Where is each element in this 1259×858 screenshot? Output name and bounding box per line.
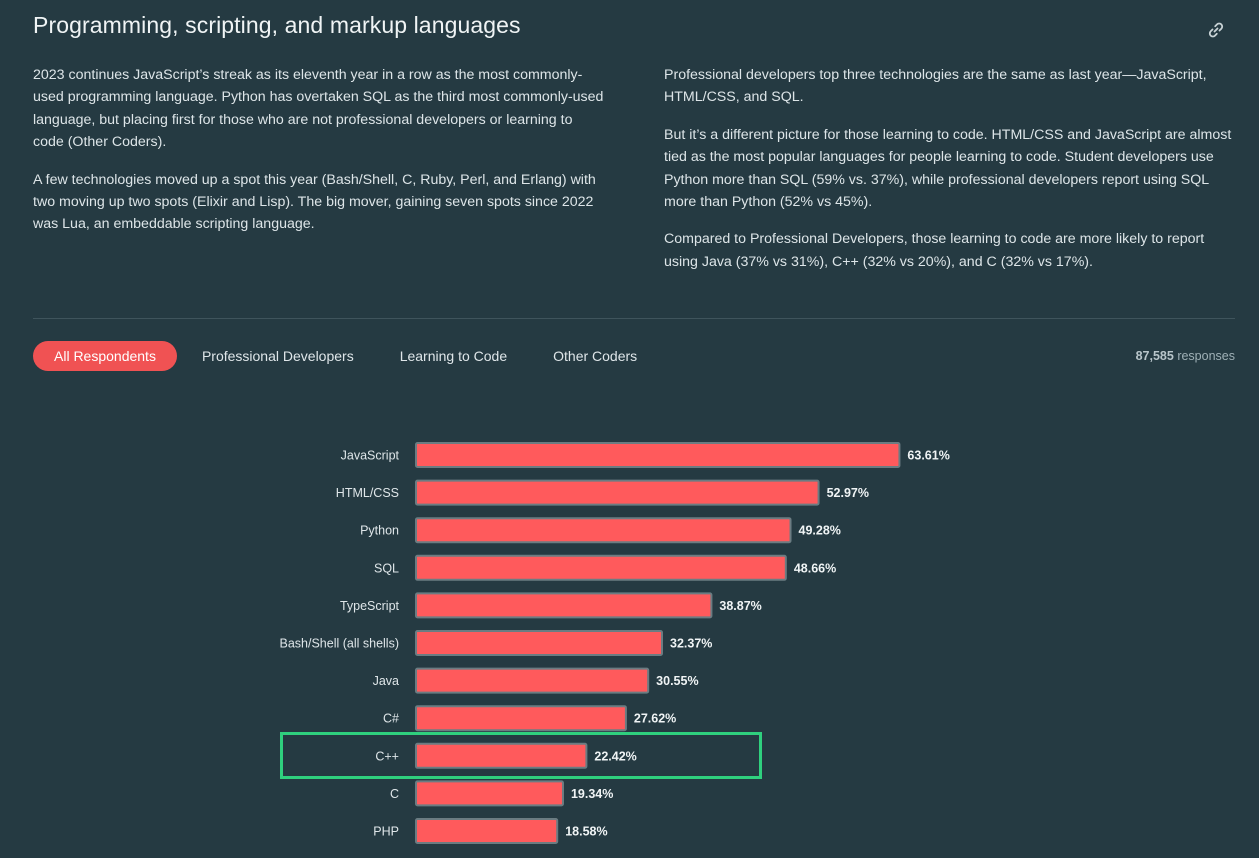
category-label: C	[390, 787, 399, 801]
category-label: Python	[360, 524, 399, 538]
bar[interactable]	[415, 442, 901, 468]
value-label: 19.34%	[571, 787, 613, 801]
bar[interactable]	[415, 592, 713, 619]
tab-other-coders[interactable]: Other Coders	[553, 348, 638, 364]
bar[interactable]	[415, 630, 664, 656]
bar[interactable]	[415, 705, 627, 732]
value-label: 30.55%	[656, 674, 698, 688]
bar[interactable]	[415, 780, 564, 807]
intro-left-column: 2023 continues JavaScript’s streak as it…	[33, 64, 605, 251]
value-label: 22.42%	[594, 749, 636, 763]
category-label: HTML/CSS	[336, 486, 399, 500]
value-label: 63.61%	[907, 449, 949, 463]
respondent-tabs: All Respondents Professional Developers …	[33, 341, 662, 371]
intro-right-column: Professional developers top three techno…	[664, 64, 1238, 288]
link-icon[interactable]	[1206, 20, 1226, 40]
bar[interactable]	[415, 818, 559, 844]
tab-all-respondents[interactable]: All Respondents	[33, 341, 177, 371]
value-label: 52.97%	[827, 486, 869, 500]
value-label: 18.58%	[565, 825, 607, 839]
category-label: PHP	[373, 825, 399, 839]
value-label: 32.37%	[670, 637, 712, 651]
category-label: Java	[373, 674, 399, 688]
bar[interactable]	[415, 667, 650, 694]
value-label: 27.62%	[634, 712, 676, 726]
category-label: Bash/Shell (all shells)	[280, 637, 400, 651]
responses-label: responses	[1177, 349, 1235, 363]
responses-count: 87,585 responses	[1136, 349, 1235, 363]
language-bar-chart: JavaScript 63.61% HTML/CSS 52.97% Python 49.2…	[280, 442, 950, 844]
section-title: Programming, scripting, and markup langu…	[33, 12, 521, 38]
category-label: C++	[375, 749, 399, 763]
tab-professional-developers[interactable]: Professional Developers	[201, 348, 354, 364]
intro-paragraph: Professional developers top three techno…	[664, 67, 1207, 106]
category-label: SQL	[374, 561, 399, 575]
category-label: JavaScript	[341, 449, 400, 463]
intro-paragraph: Compared to Professional Developers, tho…	[664, 231, 1205, 270]
responses-number: 87,585	[1135, 349, 1174, 363]
bar[interactable]	[415, 554, 787, 581]
intro-paragraph: But it’s a different picture for those l…	[664, 126, 1232, 211]
bar[interactable]	[415, 742, 588, 769]
bar[interactable]	[415, 479, 820, 506]
intro-paragraph: A few technologies moved up a spot this …	[33, 171, 596, 233]
section-divider	[33, 318, 1235, 319]
value-label: 49.28%	[799, 524, 841, 538]
value-label: 38.87%	[719, 599, 761, 613]
value-label: 48.66%	[794, 561, 836, 575]
category-label: C#	[383, 712, 399, 726]
bar[interactable]	[415, 517, 792, 544]
intro-paragraph: 2023 continues JavaScript’s streak as it…	[33, 67, 604, 151]
tab-learning-to-code[interactable]: Learning to Code	[399, 348, 508, 364]
category-label: TypeScript	[340, 599, 400, 613]
